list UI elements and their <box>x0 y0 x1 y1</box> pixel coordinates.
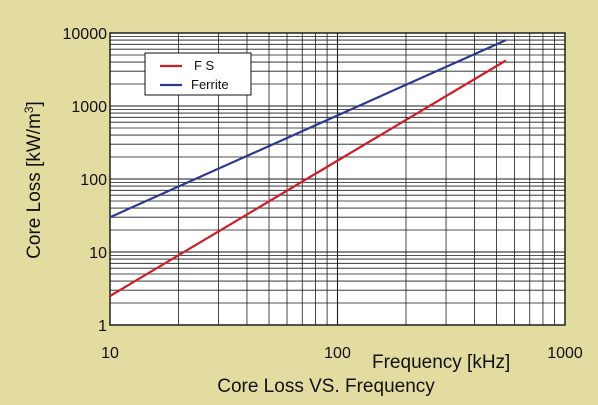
y-tick-label: 1 <box>98 318 107 335</box>
x-tick-label: 1000 <box>547 345 583 362</box>
y-axis-label-text: Core Loss [kW/m3] <box>22 101 45 259</box>
grid-lines <box>110 33 565 325</box>
y-tick-label: 10000 <box>63 26 108 43</box>
y-tick-label: 1000 <box>71 99 107 116</box>
y-tick-label: 100 <box>80 172 107 189</box>
legend-label-fs: F S <box>194 58 215 73</box>
y-axis-label-close: ] <box>24 101 45 106</box>
y-axis-label-main: Core Loss [kW/m <box>24 113 45 259</box>
series-lines <box>109 39 507 297</box>
y-axis-label: Core Loss [kW/m3] <box>22 101 45 259</box>
x-tick-label: 100 <box>324 345 351 362</box>
legend: F S Ferrite <box>144 52 252 96</box>
x-tick-label: 10 <box>101 345 119 362</box>
x-tick-labels: 10 100 1000 <box>101 345 583 362</box>
chart-title: Core Loss VS. Frequency <box>217 376 435 397</box>
series-line-fs <box>109 59 507 297</box>
plot-frame <box>109 32 566 326</box>
y-tick-labels: 1 10 100 1000 10000 <box>63 26 108 335</box>
series-line-ferrite <box>109 39 507 219</box>
y-tick-label: 10 <box>89 245 107 262</box>
x-axis-label: Frequency [kHz] <box>372 352 510 373</box>
legend-box <box>144 52 252 96</box>
y-axis-label-superscript: 3 <box>22 106 36 113</box>
legend-label-ferrite: Ferrite <box>191 77 229 92</box>
